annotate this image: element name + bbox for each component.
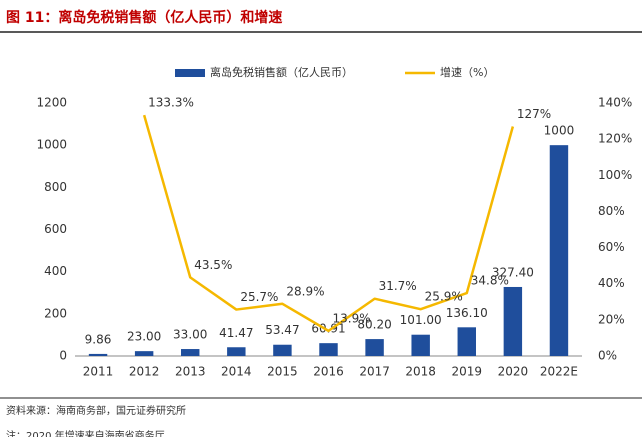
y2-tick-label: 120% <box>598 132 632 146</box>
y-tick-label: 400 <box>44 264 67 278</box>
chart-title: 图 11：离岛免税销售额（亿人民币）和增速 <box>6 9 282 26</box>
bar-value-label: 327.40 <box>492 265 534 279</box>
x-tick-label: 2014 <box>221 365 252 379</box>
x-tick-label: 2018 <box>405 365 436 379</box>
bar-value-label: 41.47 <box>219 326 253 340</box>
bar-value-label: 53.47 <box>265 323 299 337</box>
x-tick-label: 2015 <box>267 365 298 379</box>
line-value-label: 13.9% <box>333 311 371 325</box>
source: 资料来源：海南商务部，国元证券研究所 <box>6 404 186 417</box>
y-tick-label: 0 <box>59 349 67 363</box>
line-value-label: 133.3% <box>148 96 194 110</box>
bar-value-label: 101.00 <box>400 313 442 327</box>
bar <box>88 353 108 356</box>
y2-tick-label: 20% <box>598 312 625 326</box>
line-value-label: 25.9% <box>425 290 463 304</box>
growth-line <box>142 114 515 333</box>
bar <box>181 349 200 356</box>
bar <box>365 339 384 356</box>
x-tick-label: 2013 <box>175 365 206 379</box>
line-value-label: 127% <box>517 107 551 121</box>
bar-value-label: 33.00 <box>173 328 207 342</box>
bar-value-label: 136.10 <box>446 306 488 320</box>
x-tick-label: 2022E <box>540 365 578 379</box>
legend-swatch <box>175 69 205 77</box>
x-tick-label: 2016 <box>313 365 344 379</box>
line-value-label: 25.7% <box>240 290 278 304</box>
bar <box>273 344 292 356</box>
y2-tick-label: 100% <box>598 168 632 182</box>
note: 注：2020 年增速来自海南省商务厅 <box>6 429 165 437</box>
x-tick-label: 2020 <box>498 365 529 379</box>
y-tick-label: 1000 <box>36 138 67 152</box>
y-tick-label: 1200 <box>36 96 67 110</box>
line-value-label: 28.9% <box>286 284 324 298</box>
bar-value-label: 23.00 <box>127 330 161 344</box>
x-tick-label: 2019 <box>451 365 482 379</box>
y2-tick-label: 40% <box>598 276 625 290</box>
y-tick-label: 800 <box>44 180 67 194</box>
y2-tick-label: 140% <box>598 96 632 110</box>
x-tick-label: 2017 <box>359 365 390 379</box>
y2-tick-label: 80% <box>598 204 625 218</box>
x-tick-label: 2012 <box>129 365 160 379</box>
bar <box>319 343 338 356</box>
bar-value-label: 9.86 <box>85 332 112 346</box>
bar <box>411 334 430 356</box>
y-tick-label: 200 <box>44 306 67 320</box>
bar <box>134 351 154 356</box>
bar <box>227 347 246 356</box>
y-tick-label: 600 <box>44 222 67 236</box>
bar <box>457 327 476 356</box>
legend-label: 增速（%） <box>440 65 494 79</box>
bar <box>503 286 523 356</box>
y2-tick-label: 60% <box>598 240 625 254</box>
y2-tick-label: 0% <box>598 349 617 363</box>
line-value-label: 31.7% <box>379 279 417 293</box>
x-tick-label: 2011 <box>83 365 114 379</box>
line-value-label: 43.5% <box>194 258 232 272</box>
line-value-label: 34.8% <box>471 274 509 288</box>
bar-value-label: 80.20 <box>357 318 391 332</box>
bar <box>549 145 569 356</box>
legend-label: 离岛免税销售额（亿人民币） <box>210 65 353 79</box>
bar-value-label: 1000 <box>544 124 575 138</box>
